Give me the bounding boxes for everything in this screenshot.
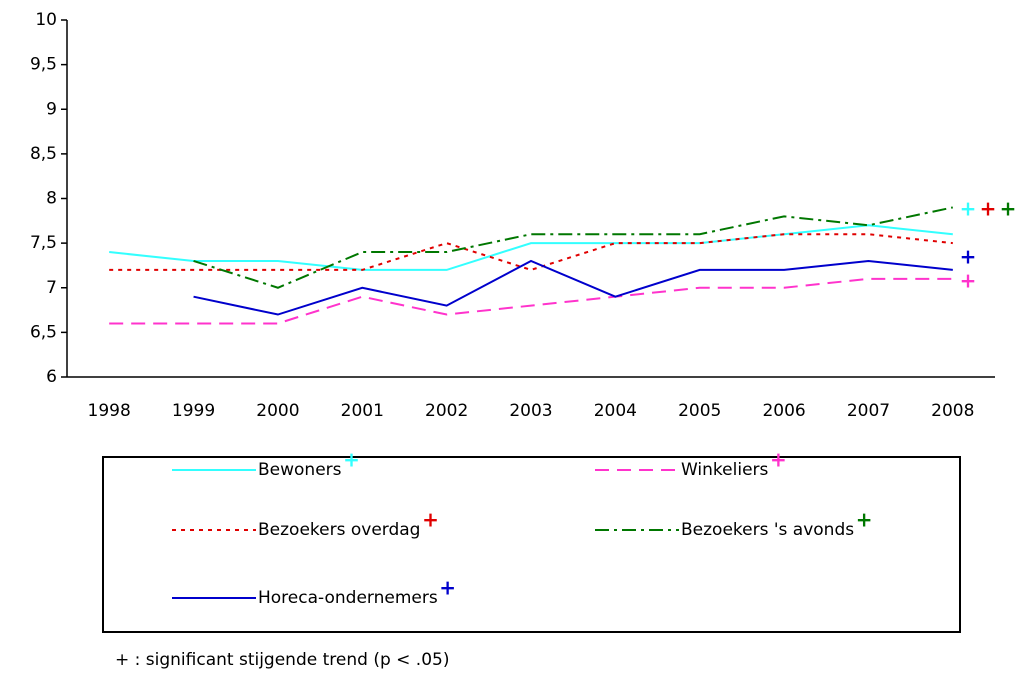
trend-marker: + xyxy=(1000,197,1016,221)
y-tick-label: 10 xyxy=(35,10,57,30)
legend-trend-marker: + xyxy=(770,448,787,472)
x-tick-label: 2007 xyxy=(847,401,890,421)
x-tick-label: 2004 xyxy=(594,401,637,421)
x-tick-label: 2001 xyxy=(341,401,384,421)
legend-label: Bezoekers overdag xyxy=(258,520,420,540)
legend-label: Horeca-ondernemers xyxy=(258,588,438,608)
x-tick-label: 2005 xyxy=(678,401,721,421)
legend-trend-marker: + xyxy=(422,508,439,532)
legend-box xyxy=(102,456,961,633)
series-line xyxy=(109,224,953,271)
series-line xyxy=(193,259,953,316)
legend-trend-marker: + xyxy=(856,508,873,532)
x-tick-label: 2006 xyxy=(762,401,805,421)
x-tick-label: 2002 xyxy=(425,401,468,421)
y-tick-label: 9,5 xyxy=(30,55,57,75)
y-tick-label: 7,5 xyxy=(30,233,57,253)
x-tick-label: 2003 xyxy=(509,401,552,421)
y-tick-label: 7 xyxy=(46,278,57,298)
trend-marker: + xyxy=(960,269,977,293)
y-tick-label: 9 xyxy=(46,99,57,119)
x-tick-label: 2008 xyxy=(931,401,974,421)
x-tick-label: 1998 xyxy=(88,401,131,421)
trend-marker: + xyxy=(960,197,977,221)
legend-trend-marker: + xyxy=(439,576,456,600)
legend-label: Winkeliers xyxy=(681,460,769,480)
y-tick-label: 8 xyxy=(46,189,57,209)
legend-label: Bewoners xyxy=(258,460,342,480)
legend-label: Bezoekers 's avonds xyxy=(681,520,854,540)
legend-trend-marker: + xyxy=(343,448,360,472)
series-line xyxy=(109,277,953,325)
x-tick-label: 2000 xyxy=(256,401,299,421)
y-tick-label: 8,5 xyxy=(30,144,57,164)
trend-marker: + xyxy=(960,245,977,269)
trend-marker: + xyxy=(980,197,997,221)
footnote: + : significant stijgende trend (p < .05… xyxy=(115,650,449,670)
x-tick-label: 1999 xyxy=(172,401,215,421)
y-tick-label: 6,5 xyxy=(30,322,57,342)
series-line xyxy=(193,206,954,289)
y-tick-label: 6 xyxy=(46,367,57,387)
